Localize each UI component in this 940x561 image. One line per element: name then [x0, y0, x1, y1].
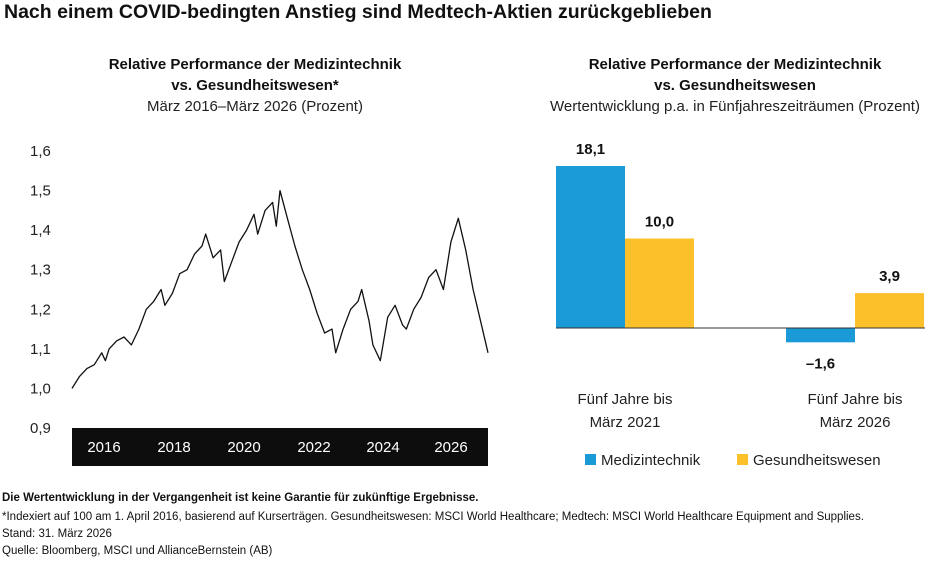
left-panel-title: Relative Performance der Medizintechnik	[108, 56, 402, 73]
y-tick-label: 1,5	[30, 183, 51, 200]
legend-label-gesundheitswesen: Gesundheitswesen	[753, 452, 881, 469]
data-label: 10,0	[645, 213, 674, 230]
data-label: –1,6	[806, 355, 835, 372]
source-note: Quelle: Bloomberg, MSCI und AllianceBern…	[2, 545, 273, 557]
y-tick-label: 1,3	[30, 262, 51, 279]
y-tick-label: 1,0	[30, 380, 51, 397]
left-panel-title-line2: vs. Gesundheitswesen*	[171, 77, 339, 94]
bar-medizintechnik	[786, 328, 855, 343]
x-tick-label: 2018	[157, 439, 190, 456]
category-label: März 2021	[590, 414, 661, 431]
legend-swatch-gesundheitswesen	[737, 454, 748, 465]
data-label: 3,9	[879, 268, 900, 285]
x-axis-band	[72, 428, 488, 466]
bar-gesundheitswesen	[625, 238, 694, 328]
left-panel-subtitle: März 2016–März 2026 (Prozent)	[147, 98, 363, 115]
as-of-date: Stand: 31. März 2026	[2, 528, 112, 540]
y-tick-label: 1,4	[30, 222, 51, 239]
index-footnote: *Indexiert auf 100 am 1. April 2016, bas…	[2, 511, 864, 523]
bar-medizintechnik	[556, 166, 625, 328]
legend-label-medizintechnik: Medizintechnik	[601, 452, 701, 469]
series-line-relative-performance	[71, 189, 489, 389]
right-panel-title-line2: vs. Gesundheitswesen	[654, 77, 816, 94]
bar-gesundheitswesen	[855, 293, 924, 328]
right-panel-subtitle: Wertentwicklung p.a. in Fünfjahreszeiträ…	[550, 98, 920, 115]
legend-swatch-medizintechnik	[585, 454, 596, 465]
disclaimer-note: Die Wertentwicklung in der Vergangenheit…	[2, 492, 479, 504]
right-panel-title: Relative Performance der Medizintechnik	[588, 56, 882, 73]
x-tick-label: 2020	[227, 439, 260, 456]
category-label: Fünf Jahre bis	[577, 391, 672, 408]
x-tick-label: 2016	[87, 439, 120, 456]
y-tick-label: 0,9	[30, 420, 51, 437]
category-label: Fünf Jahre bis	[807, 391, 902, 408]
x-tick-label: 2024	[366, 439, 399, 456]
category-label: März 2026	[820, 414, 891, 431]
y-tick-label: 1,2	[30, 301, 51, 318]
chart-title: Nach einem COVID-bedingten Anstieg sind …	[4, 1, 712, 23]
data-label: 18,1	[576, 141, 605, 158]
x-tick-label: 2022	[297, 439, 330, 456]
y-tick-label: 1,1	[30, 341, 51, 358]
x-tick-label: 2026	[434, 439, 467, 456]
y-tick-label: 1,6	[30, 143, 51, 160]
